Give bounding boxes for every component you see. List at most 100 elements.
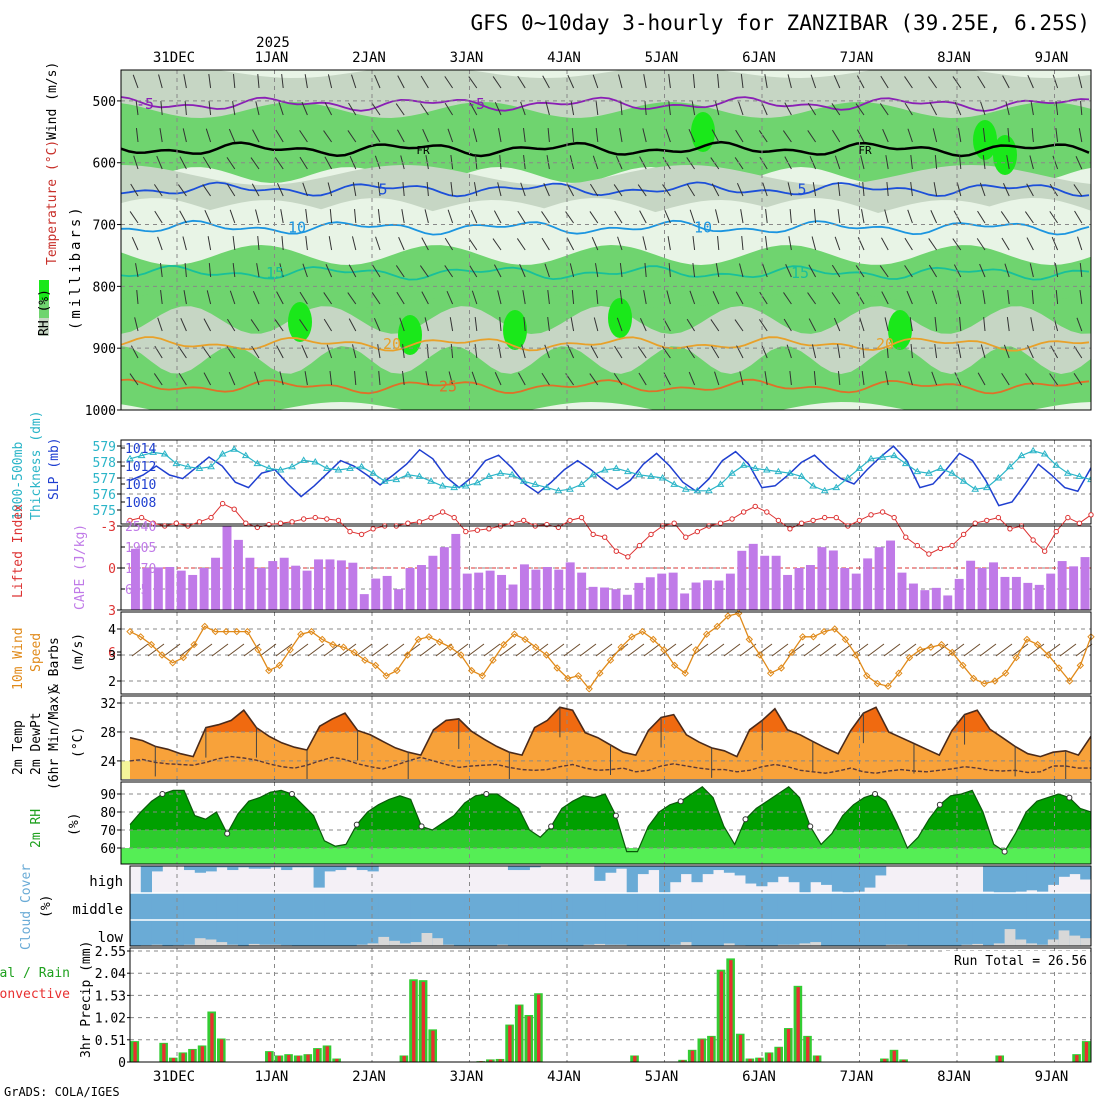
wind-barb — [904, 102, 913, 116]
wind-barb — [1026, 183, 1034, 197]
precip-conv-bar — [421, 981, 426, 1062]
cloud-bar-low-bg — [777, 920, 790, 946]
thickness-marker — [855, 464, 864, 471]
isotherm-label: 5 — [378, 180, 387, 198]
wind-barb — [398, 236, 405, 251]
cloud-category-label: high — [89, 874, 123, 890]
wind-marker — [927, 643, 935, 651]
tick-label: 500 — [93, 95, 116, 110]
cloud-bar-high — [702, 866, 714, 875]
wind-barb — [860, 155, 865, 170]
li-marker — [509, 520, 515, 526]
wind-barb — [521, 344, 526, 359]
wind-barb — [1080, 101, 1083, 116]
wind-barb — [424, 317, 429, 332]
li-marker — [787, 526, 793, 532]
surface-barb — [131, 643, 149, 657]
wind-barb — [740, 74, 744, 89]
cloud-bar-middle — [324, 893, 336, 920]
wind-marker — [169, 659, 177, 667]
wind-barb — [569, 263, 575, 278]
cloud-bar-low-bg — [162, 920, 174, 946]
tick-label: 28 — [100, 726, 116, 741]
wind-barb — [861, 209, 865, 224]
cloud-bar-middle — [907, 893, 919, 920]
li-marker — [613, 548, 619, 554]
wind-barb — [812, 182, 817, 197]
wind-barb — [1024, 211, 1034, 224]
tick-label: 1008 — [125, 496, 156, 511]
cape-bar — [211, 557, 221, 610]
cloud-bar-high — [853, 866, 865, 892]
cloud-bar-middle — [313, 893, 325, 920]
cloud-bar-high — [345, 866, 358, 868]
wind-barb — [250, 157, 260, 170]
precip-conv-bar — [315, 1048, 320, 1062]
precip-conv-bar — [517, 1005, 522, 1062]
wind-barb — [904, 237, 913, 251]
wind-barb — [785, 264, 792, 278]
cape-bar — [233, 539, 243, 610]
wind-barb — [1073, 184, 1083, 197]
cape-bar — [519, 564, 529, 610]
wind-barb — [305, 236, 308, 251]
wind-barb — [686, 318, 696, 332]
wind-barb — [881, 291, 889, 305]
rh-band — [121, 198, 1091, 272]
wind-marker — [350, 648, 358, 657]
panel-temp: 32 28 24 2m Temp 2m DewPt (6hr Min/Max) (°… — [11, 688, 1092, 790]
li-marker — [347, 528, 353, 535]
wind-barb — [786, 344, 792, 359]
precip-conv-bar — [758, 1058, 762, 1062]
p8-label-c: 3hr Precip (mm) — [79, 941, 94, 1058]
wind-marker — [756, 651, 764, 659]
wind-barb — [421, 237, 429, 251]
li-marker — [740, 509, 747, 515]
cloud-bar-high — [810, 866, 822, 883]
li-marker — [358, 531, 365, 538]
wind-barb — [811, 344, 817, 359]
wind-barb — [566, 183, 575, 197]
precip-conv-bar — [277, 1055, 281, 1062]
cloud-bar-middle — [983, 893, 995, 920]
p8-precip-bars — [130, 958, 1091, 1062]
wind-barb — [424, 209, 429, 224]
wind-barb — [1007, 128, 1010, 143]
wind-barb — [691, 101, 696, 116]
cloud-bar-low-bg — [734, 920, 746, 946]
wind-marker — [435, 638, 444, 646]
cape-bar — [977, 568, 987, 610]
wind-barb — [614, 345, 623, 359]
cloud-bar-low-bg — [259, 920, 271, 946]
wind-barb — [570, 101, 575, 116]
thickness-marker — [218, 450, 227, 457]
wind-barb — [741, 236, 744, 251]
cape-bar — [760, 555, 770, 610]
wind-barb — [881, 237, 889, 251]
tick-label: 576 — [93, 488, 116, 503]
wind-barb — [590, 345, 599, 359]
cape-bar — [828, 550, 838, 610]
wind-barb — [473, 182, 478, 197]
wind-marker — [126, 627, 134, 636]
cape-bar — [931, 587, 941, 610]
li-marker — [173, 520, 180, 526]
li-marker — [729, 516, 735, 522]
wind-marker — [179, 653, 188, 662]
p1-isotherm-labels: -5 -5 FR FR 5 5 10 10 15 15 20 20 25 — [136, 95, 894, 396]
wind-barb — [160, 101, 163, 116]
precip-conv-bar — [767, 1053, 772, 1062]
p8-frame — [129, 947, 1092, 1063]
wind-barb — [474, 344, 478, 359]
cape-bar — [348, 562, 358, 610]
wind-barb — [157, 317, 163, 332]
cloud-bar-middle — [939, 893, 952, 920]
wind-barb — [959, 155, 962, 170]
cloud-bar-high — [1058, 866, 1070, 877]
p2-lines — [126, 445, 1091, 507]
thickness-marker — [1075, 472, 1084, 479]
wind-barb — [208, 74, 212, 89]
wind-barb — [349, 156, 357, 170]
cloud-bar-middle — [615, 893, 628, 920]
cloud-bar-middle — [875, 893, 887, 920]
